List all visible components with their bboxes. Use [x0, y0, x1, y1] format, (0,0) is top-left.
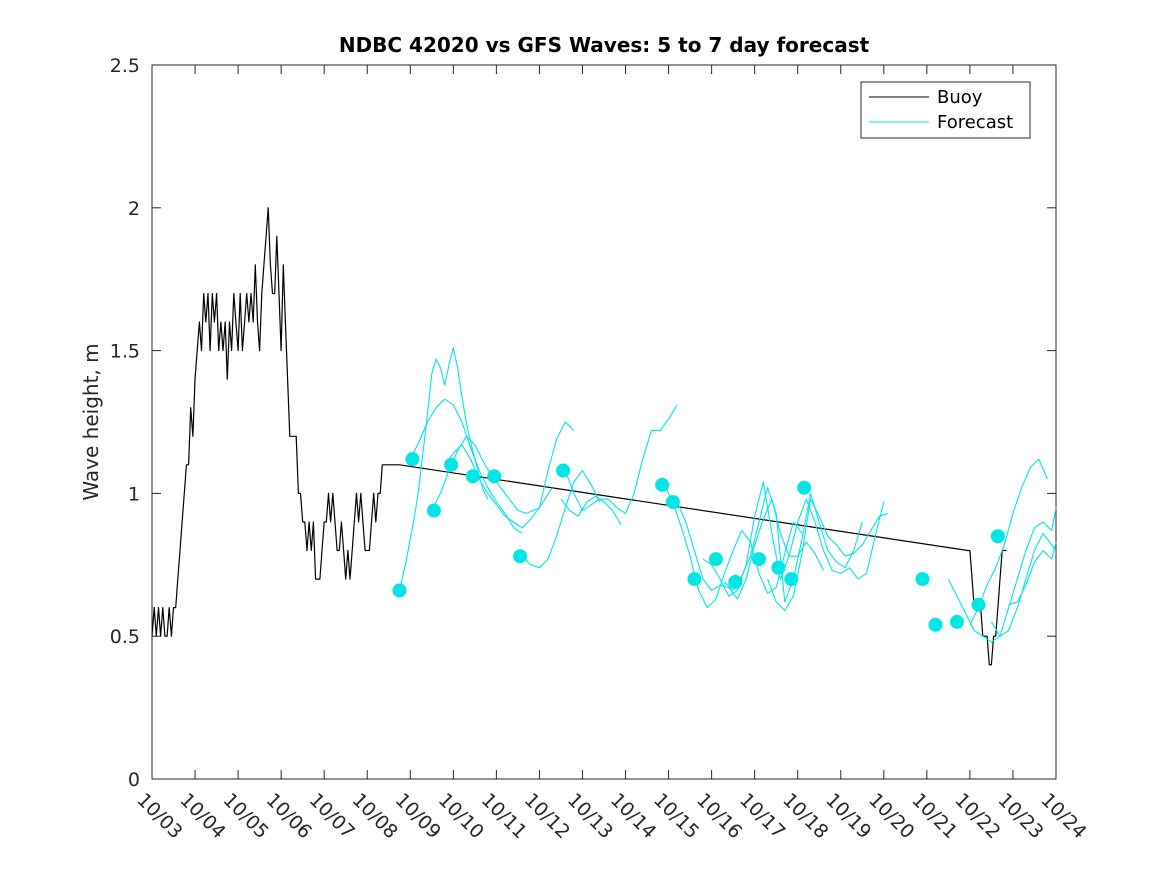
x-tick-label: 10/03: [132, 789, 186, 843]
forecast-series-line: [564, 404, 678, 514]
forecast-series-line: [1008, 541, 1057, 606]
forecast-series-line: [702, 481, 885, 597]
forecast-start-marker: [665, 494, 680, 509]
x-tick-label: 10/23: [993, 789, 1047, 843]
forecast-series-line: [969, 458, 1048, 626]
x-tick-label: 10/15: [649, 789, 703, 843]
x-tick-label: 10/09: [391, 789, 445, 843]
forecast-start-marker: [392, 583, 407, 598]
y-tick-label: 1.5: [110, 341, 140, 363]
x-tick-label: 10/07: [305, 789, 359, 843]
plot-area: [151, 64, 1057, 780]
y-tick-label: 1: [128, 483, 140, 505]
forecast-start-marker: [465, 469, 480, 484]
x-tick-label: 10/20: [864, 789, 918, 843]
forecast-series-line: [409, 398, 523, 534]
legend-forecast-label: Forecast: [937, 112, 1013, 133]
buoy-series-line: [999, 549, 1007, 580]
x-tick-label: 10/04: [176, 789, 230, 843]
y-tick-label: 2.5: [110, 55, 140, 77]
buoy-series-line: [151, 207, 1001, 666]
forecast-start-marker: [687, 572, 702, 587]
y-ticks: 0 0.5 1 1.5 2 2.5: [110, 55, 1056, 791]
x-tick-label: 10/12: [520, 789, 574, 843]
x-tick-label: 10/16: [692, 789, 746, 843]
forecast-start-marker: [915, 572, 930, 587]
marker-layer: [392, 452, 1005, 632]
x-tick-label: 10/17: [735, 789, 789, 843]
forecast-start-marker: [771, 560, 786, 575]
forecast-start-marker: [444, 457, 459, 472]
x-tick-label: 10/22: [950, 789, 1004, 843]
y-tick-label: 0: [128, 769, 140, 791]
y-axis-label: Wave height, m: [79, 343, 103, 500]
x-tick-label: 10/10: [434, 789, 488, 843]
x-tick-label: 10/05: [219, 789, 273, 843]
forecast-start-marker: [971, 597, 986, 612]
forecast-start-marker: [928, 617, 943, 632]
x-tick-label: 10/21: [907, 789, 961, 843]
x-tick-label: 10/24: [1036, 789, 1090, 843]
forecast-series-line: [663, 484, 803, 609]
forecast-start-marker: [949, 614, 964, 629]
forecast-series-line: [560, 495, 622, 526]
chart-title: NDBC 42020 vs GFS Waves: 5 to 7 day fore…: [339, 33, 870, 57]
forecast-series-line: [398, 347, 489, 591]
forecast-start-marker: [405, 452, 420, 467]
forecast-series-line: [521, 470, 601, 569]
series-layer: [151, 207, 1057, 666]
forecast-series-line: [431, 421, 575, 514]
legend-buoy-label: Buoy: [937, 87, 983, 108]
x-tick-label: 10/11: [477, 789, 531, 843]
forecast-start-marker: [655, 477, 670, 492]
legend: Buoy Forecast: [860, 81, 1031, 139]
x-tick-label: 10/13: [563, 789, 617, 843]
forecast-series-line: [767, 498, 889, 612]
forecast-start-marker: [784, 572, 799, 587]
y-tick-label: 2: [128, 198, 140, 220]
forecast-start-marker: [990, 529, 1005, 544]
forecast-series-line: [444, 444, 553, 529]
forecast-start-marker: [751, 552, 766, 567]
forecast-start-marker: [797, 480, 812, 495]
forecast-start-marker: [426, 503, 441, 518]
x-tick-label: 10/06: [262, 789, 316, 843]
x-tick-label: 10/18: [778, 789, 832, 843]
y-tick-label: 0.5: [110, 626, 140, 648]
forecast-start-marker: [556, 463, 571, 478]
x-tick-label: 10/14: [606, 789, 660, 843]
legend-box: [860, 81, 1031, 139]
forecast-start-marker: [513, 549, 528, 564]
forecast-start-marker: [708, 552, 723, 567]
forecast-series-line: [947, 507, 1057, 643]
x-tick-label: 10/08: [348, 789, 402, 843]
forecast-start-marker: [487, 469, 502, 484]
forecast-series-line: [990, 532, 1057, 637]
forecast-start-marker: [728, 574, 743, 589]
x-tick-label: 10/19: [821, 789, 875, 843]
